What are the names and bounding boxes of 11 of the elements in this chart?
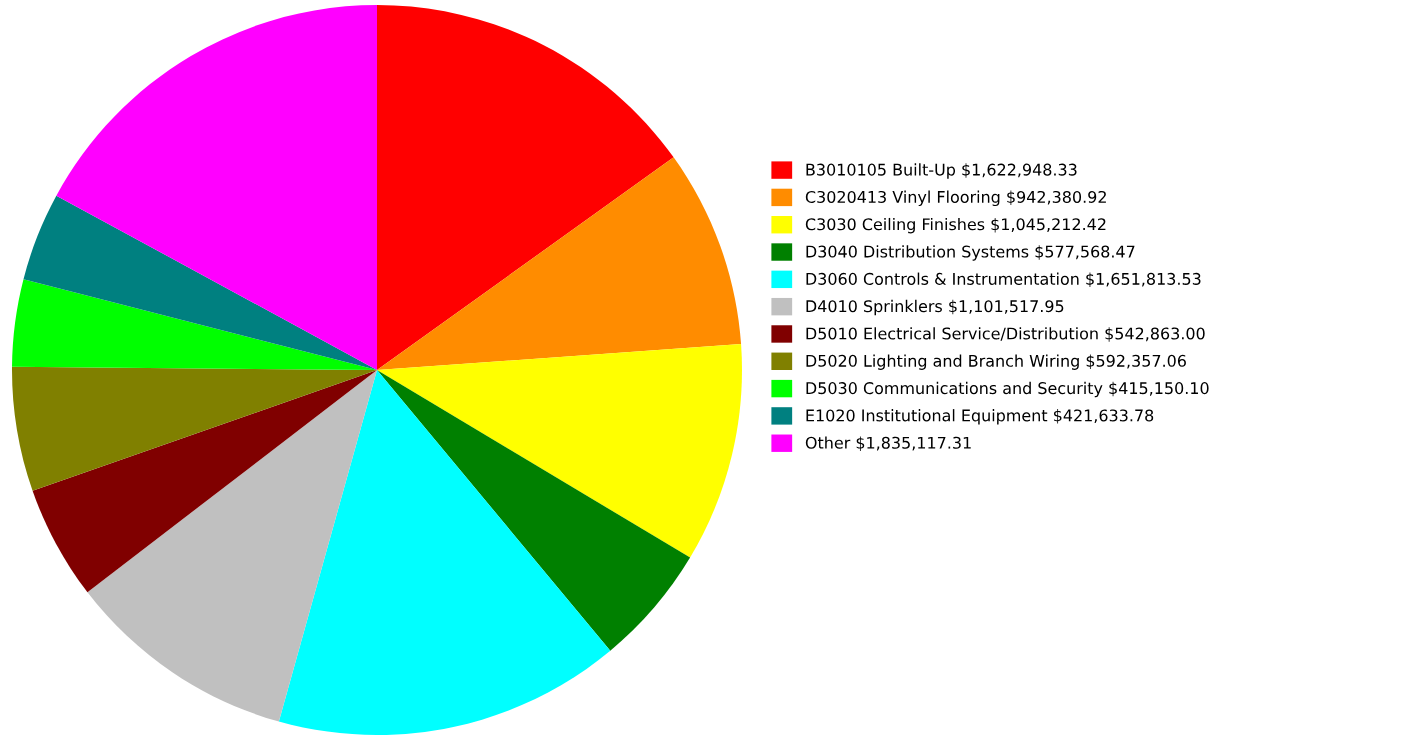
legend-label: C3020413 Vinyl Flooring $942,380.92 (805, 190, 1106, 207)
legend-label: E1020 Institutional Equipment $421,633.78 (806, 409, 1154, 425)
legend-label: D3060 Controls & Instrumentation $1,651,813.53 (806, 272, 1201, 288)
legend-label: D3040 Distribution Systems $577,568.47 (806, 245, 1135, 261)
legend-label: D5020 Lighting and Branch Wiring $592,357.06 (806, 354, 1186, 370)
legend-label: C3030 Ceiling Finishes $1,045,212.42 (805, 217, 1106, 234)
legend-label: B3010105 Built-Up $1,622,948.33 (806, 163, 1077, 179)
legend-label: D4010 Sprinklers $1,101,517.95 (806, 299, 1064, 316)
legend-label: D5010 Electrical Service/Distribution $542,863.00 (806, 327, 1205, 342)
legend-label: Other $1,835,117.31 (805, 436, 971, 451)
legend-label: D5030 Communications and Security $415,150.10 (806, 381, 1209, 398)
